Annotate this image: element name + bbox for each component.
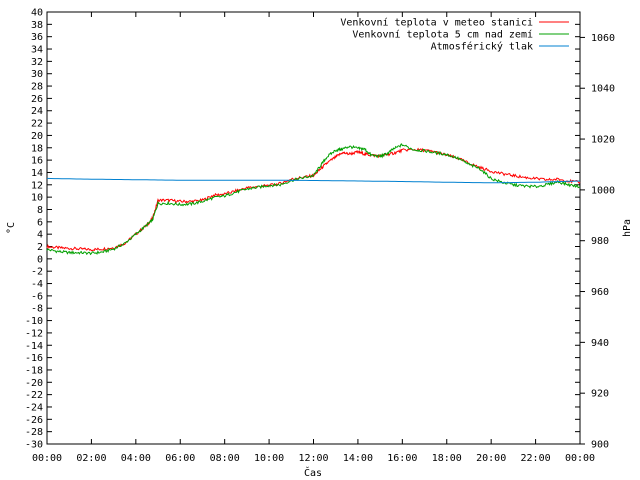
y-left-tick-label: -4 bbox=[31, 279, 43, 290]
y-left-tick-label: -20 bbox=[25, 378, 43, 389]
y-left-tick-label: -26 bbox=[25, 415, 43, 426]
y-right-tick-label: 980 bbox=[591, 236, 609, 247]
y-left-tick-label: 24 bbox=[31, 106, 43, 117]
y-left-tick-label: 20 bbox=[31, 131, 43, 142]
x-tick-label: 08:00 bbox=[210, 453, 240, 464]
x-tick-label: 14:00 bbox=[343, 453, 373, 464]
y-left-tick-label: -22 bbox=[25, 390, 43, 401]
y-left-tick-label: 34 bbox=[31, 45, 43, 56]
y-left-axis-label: °C bbox=[6, 222, 17, 234]
y-left-tick-label: 32 bbox=[31, 57, 43, 68]
x-tick-label: 06:00 bbox=[165, 453, 195, 464]
x-tick-label: 00:00 bbox=[565, 453, 595, 464]
y-left-tick-label: 14 bbox=[31, 168, 43, 179]
x-tick-label: 02:00 bbox=[76, 453, 106, 464]
legend-label: Venkovní teplota v meteo stanici bbox=[340, 17, 533, 29]
y-left-tick-label: -10 bbox=[25, 316, 43, 327]
y-right-axis-label: hPa bbox=[622, 219, 633, 237]
y-left-tick-label: -12 bbox=[25, 328, 43, 339]
y-left-tick-label: 26 bbox=[31, 94, 43, 105]
y-left-tick-label: 8 bbox=[37, 205, 43, 216]
y-left-tick-label: 0 bbox=[37, 254, 43, 265]
y-left-tick-label: -30 bbox=[25, 440, 43, 451]
y-right-tick-label: 1020 bbox=[591, 135, 615, 146]
x-axis-label: Čas bbox=[304, 466, 322, 479]
y-left-tick-label: -8 bbox=[31, 304, 43, 315]
series-line bbox=[46, 177, 581, 184]
y-right-tick-label: 1040 bbox=[591, 84, 615, 95]
y-left-tick-label: 18 bbox=[31, 143, 43, 154]
y-left-tick-label: 22 bbox=[31, 119, 43, 130]
y-left-tick-label: -14 bbox=[25, 341, 43, 352]
y-right-tick-label: 940 bbox=[591, 338, 609, 349]
y-left-tick-label: 10 bbox=[31, 193, 43, 204]
y-left-axis: -30-28-26-24-22-20-18-16-14-12-10-8-6-4-… bbox=[25, 8, 580, 451]
y-left-tick-label: 16 bbox=[31, 156, 43, 167]
y-left-tick-label: 2 bbox=[37, 242, 43, 253]
x-tick-label: 22:00 bbox=[521, 453, 551, 464]
y-left-tick-label: 30 bbox=[31, 69, 43, 80]
x-tick-label: 00:00 bbox=[32, 453, 62, 464]
x-axis: 00:00 02:00 04:00 06:00 08:00 10:00 12:00 14:00… bbox=[32, 12, 595, 464]
legend-label: Venkovní teplota 5 cm nad zemí bbox=[352, 29, 533, 41]
series-lines bbox=[46, 143, 581, 256]
y-right-tick-label: 920 bbox=[591, 389, 609, 400]
x-tick-label: 16:00 bbox=[387, 453, 417, 464]
x-tick-label: 18:00 bbox=[432, 453, 462, 464]
y-left-tick-label: 36 bbox=[31, 32, 43, 43]
y-right-tick-label: 900 bbox=[591, 440, 609, 451]
y-left-tick-label: 40 bbox=[31, 8, 43, 19]
y-left-tick-label: -24 bbox=[25, 402, 43, 413]
y-left-tick-label: 38 bbox=[31, 20, 43, 31]
legend: Venkovní teplota v meteo staniciVenkovní… bbox=[340, 17, 569, 53]
x-tick-label: 04:00 bbox=[121, 453, 151, 464]
y-left-tick-label: -18 bbox=[25, 365, 43, 376]
y-left-tick-label: -28 bbox=[25, 427, 43, 438]
y-left-tick-label: 28 bbox=[31, 82, 43, 93]
y-right-tick-label: 960 bbox=[591, 287, 609, 298]
y-right-tick-label: 1000 bbox=[591, 185, 615, 196]
y-left-tick-label: 6 bbox=[37, 217, 43, 228]
series-line bbox=[46, 147, 581, 252]
x-tick-label: 10:00 bbox=[254, 453, 284, 464]
y-left-tick-label: -6 bbox=[31, 291, 43, 302]
x-tick-label: 20:00 bbox=[476, 453, 506, 464]
y-left-tick-label: 4 bbox=[37, 230, 43, 241]
x-tick-label: 12:00 bbox=[298, 453, 328, 464]
y-left-tick-label: -2 bbox=[31, 267, 43, 278]
y-right-tick-label: 1060 bbox=[591, 33, 615, 44]
series-line bbox=[46, 143, 581, 256]
plot-frame bbox=[46, 11, 581, 445]
y-right-axis: 900 920 940 960 980 1000 1020 1040 1060 bbox=[580, 33, 615, 451]
y-left-tick-label: 12 bbox=[31, 180, 43, 191]
y-left-tick-label: -16 bbox=[25, 353, 43, 364]
legend-label: Atmosférický tlak bbox=[431, 41, 533, 53]
